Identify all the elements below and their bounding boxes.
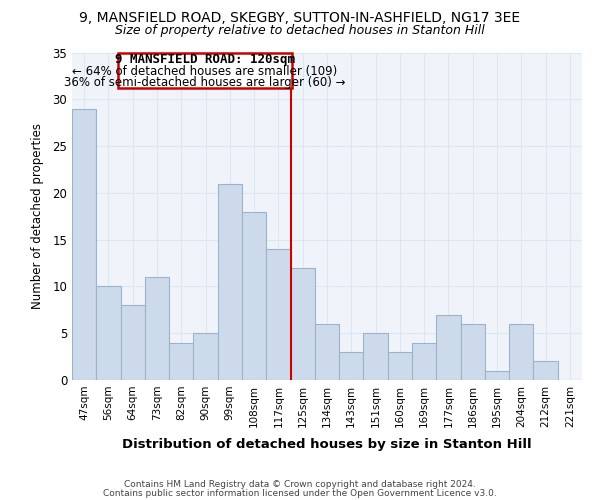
Bar	[485, 370, 509, 380]
Bar	[388, 352, 412, 380]
Text: 9 MANSFIELD ROAD: 120sqm: 9 MANSFIELD ROAD: 120sqm	[115, 52, 295, 66]
Bar	[436, 314, 461, 380]
Bar	[339, 352, 364, 380]
Bar	[121, 305, 145, 380]
Text: ← 64% of detached houses are smaller (109): ← 64% of detached houses are smaller (10…	[73, 64, 338, 78]
Bar	[364, 333, 388, 380]
Bar	[96, 286, 121, 380]
Bar	[533, 362, 558, 380]
Text: 9, MANSFIELD ROAD, SKEGBY, SUTTON-IN-ASHFIELD, NG17 3EE: 9, MANSFIELD ROAD, SKEGBY, SUTTON-IN-ASH…	[79, 11, 521, 25]
Bar	[72, 108, 96, 380]
Bar	[169, 342, 193, 380]
Bar	[242, 212, 266, 380]
FancyBboxPatch shape	[118, 52, 292, 88]
Bar	[315, 324, 339, 380]
Text: Size of property relative to detached houses in Stanton Hill: Size of property relative to detached ho…	[115, 24, 485, 37]
Bar	[218, 184, 242, 380]
Y-axis label: Number of detached properties: Number of detached properties	[31, 123, 44, 309]
Bar	[290, 268, 315, 380]
Bar	[193, 333, 218, 380]
X-axis label: Distribution of detached houses by size in Stanton Hill: Distribution of detached houses by size …	[122, 438, 532, 451]
Text: Contains public sector information licensed under the Open Government Licence v3: Contains public sector information licen…	[103, 488, 497, 498]
Text: 36% of semi-detached houses are larger (60) →: 36% of semi-detached houses are larger (…	[64, 76, 346, 89]
Bar	[509, 324, 533, 380]
Bar	[266, 249, 290, 380]
Bar	[461, 324, 485, 380]
Bar	[145, 277, 169, 380]
Text: Contains HM Land Registry data © Crown copyright and database right 2024.: Contains HM Land Registry data © Crown c…	[124, 480, 476, 489]
Bar	[412, 342, 436, 380]
